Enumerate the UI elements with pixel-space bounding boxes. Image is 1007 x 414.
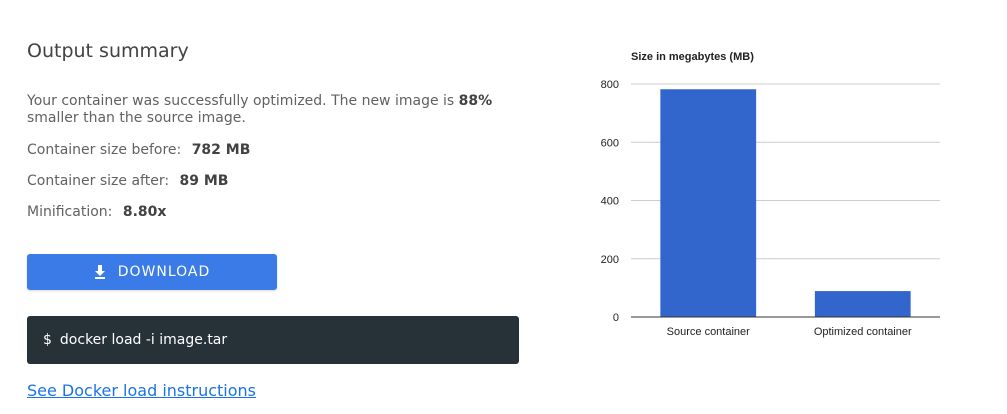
size-after-row: Container size after: 89 MB (27, 173, 228, 189)
summary-description: Your container was successfully optimize… (27, 93, 527, 127)
y-tick-label: 0 (613, 312, 619, 324)
description-suffix: smaller than the source image. (27, 110, 246, 126)
y-tick-label: 600 (601, 137, 619, 149)
bar-chart-svg: 0 200 400 600 800 Source container Optimized c… (601, 79, 940, 338)
bar (660, 89, 757, 318)
docker-load-instructions-link[interactable]: See Docker load instructions (27, 381, 257, 400)
chart-title: Size in megabytes (MB) (631, 51, 754, 63)
page-title: Output summary (27, 40, 189, 62)
bar (814, 291, 911, 317)
minification-value: 8.80x (122, 204, 167, 220)
x-tick-label: Optimized container (814, 326, 912, 338)
download-button[interactable]: DOWNLOAD (27, 254, 277, 290)
y-tick-label: 400 (601, 196, 619, 208)
size-before-label: Container size before: (27, 142, 182, 158)
minification-label: Minification: (27, 204, 113, 220)
download-icon (94, 265, 105, 279)
y-tick-label: 200 (601, 254, 619, 266)
command-box[interactable]: $ docker load -i image.tar (27, 316, 519, 364)
size-chart: Size in megabytes (MB) 0 200 400 600 800 Sour… (590, 40, 970, 360)
size-after-value: 89 MB (179, 173, 229, 189)
size-after-label: Container size after: (27, 173, 170, 189)
command-text[interactable]: docker load -i image.tar (59, 332, 228, 348)
command-prompt: $ (43, 332, 52, 348)
size-before-value: 782 MB (191, 142, 251, 158)
x-tick-label: Source container (667, 326, 750, 338)
size-before-row: Container size before: 782 MB (27, 142, 250, 158)
y-tick-label: 800 (601, 79, 619, 91)
reduction-percent: 88% (458, 93, 493, 109)
minification-row: Minification: 8.80x (27, 204, 166, 220)
download-label: DOWNLOAD (117, 264, 211, 280)
description-prefix: Your container was successfully optimize… (27, 93, 459, 109)
